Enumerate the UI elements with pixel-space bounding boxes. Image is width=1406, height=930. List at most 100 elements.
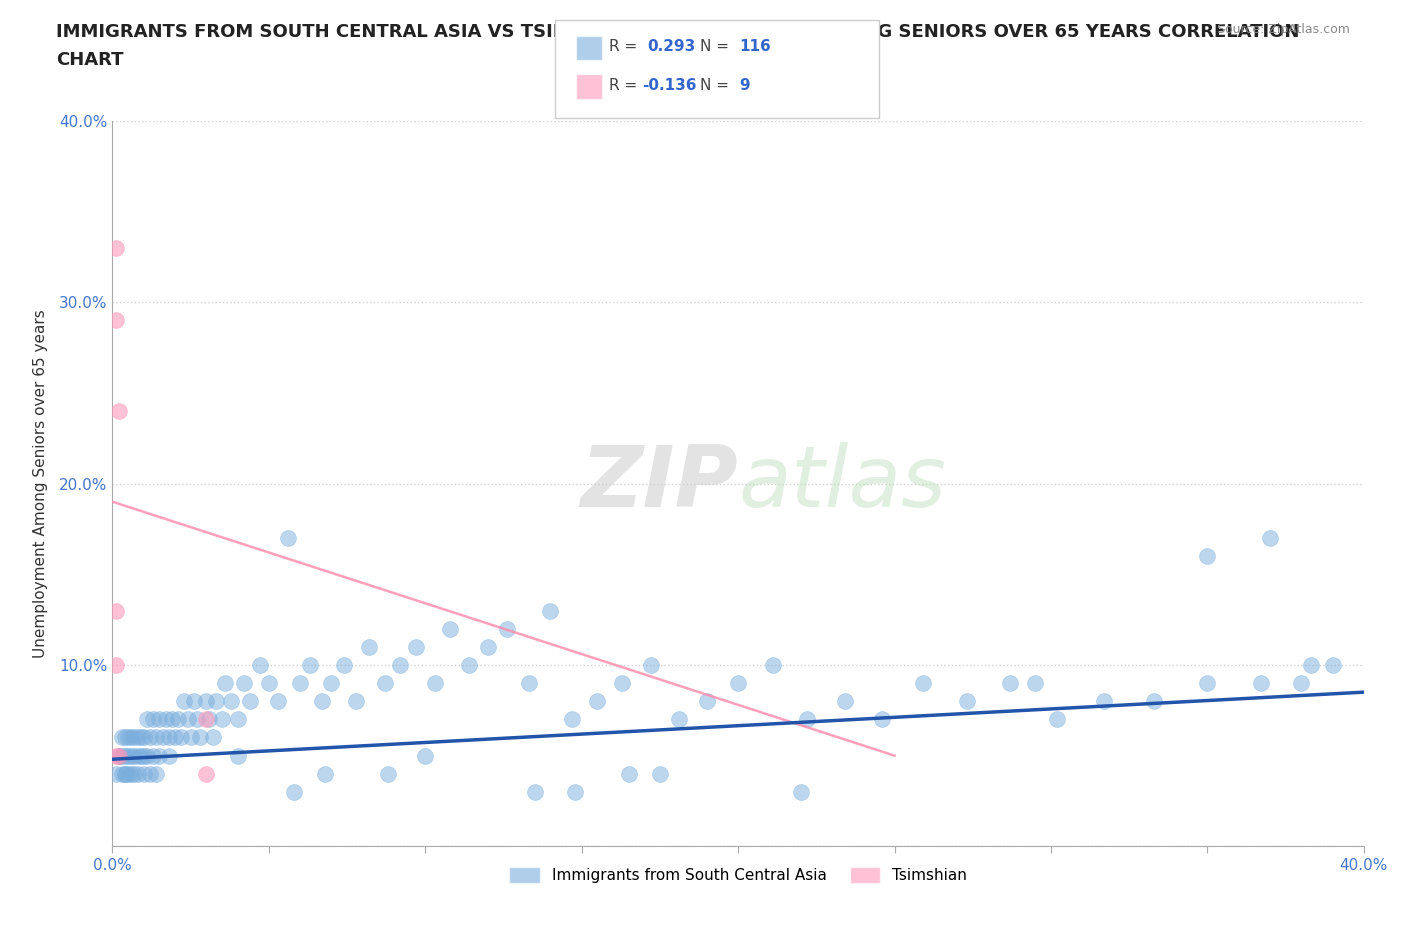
Point: [198, 712, 221, 727]
Point: [120, 748, 142, 763]
Point: [135, 712, 157, 727]
Point: [955, 694, 977, 709]
Point: [1250, 675, 1272, 690]
Point: [439, 621, 461, 636]
Point: [114, 748, 136, 763]
Point: [117, 766, 139, 781]
Point: [283, 785, 305, 800]
Point: [612, 675, 634, 690]
Point: [204, 694, 226, 709]
Point: [135, 748, 157, 763]
Point: [458, 658, 481, 672]
Point: [377, 766, 399, 781]
Point: [790, 785, 813, 800]
Point: [796, 712, 818, 727]
Point: [389, 658, 412, 672]
Point: [163, 730, 186, 745]
Point: [120, 730, 142, 745]
Point: [127, 766, 149, 781]
Point: [104, 748, 127, 763]
Point: [132, 766, 155, 781]
Point: [180, 730, 202, 745]
Point: [114, 730, 136, 745]
Point: [1024, 675, 1046, 690]
Point: [148, 748, 170, 763]
Point: [564, 785, 586, 800]
Point: [142, 712, 165, 727]
Point: [132, 748, 155, 763]
Point: [226, 712, 249, 727]
Point: [120, 766, 142, 781]
Point: [561, 712, 583, 727]
Point: [139, 766, 162, 781]
Point: [188, 730, 211, 745]
Point: [1322, 658, 1344, 672]
Text: CHART: CHART: [56, 51, 124, 69]
Point: [195, 694, 218, 709]
Point: [114, 766, 136, 781]
Point: [834, 694, 856, 709]
Point: [142, 748, 165, 763]
Point: [257, 675, 280, 690]
Point: [155, 712, 177, 727]
Point: [176, 712, 198, 727]
Text: 9: 9: [740, 78, 751, 93]
Point: [226, 748, 249, 763]
Point: [648, 766, 671, 781]
Point: [139, 730, 162, 745]
Point: [132, 730, 155, 745]
Text: R =: R =: [609, 39, 637, 54]
Point: [104, 658, 127, 672]
Point: [640, 658, 662, 672]
Point: [183, 694, 205, 709]
Point: [1197, 549, 1219, 564]
Point: [117, 730, 139, 745]
Point: [114, 766, 136, 781]
Point: [523, 785, 546, 800]
Point: [152, 730, 174, 745]
Point: [617, 766, 640, 781]
Point: [290, 675, 312, 690]
Point: [517, 675, 540, 690]
Point: [1197, 675, 1219, 690]
Point: [374, 675, 396, 690]
Point: [1143, 694, 1166, 709]
Point: [911, 675, 934, 690]
Point: [111, 748, 134, 763]
Text: -0.136: -0.136: [643, 78, 697, 93]
Point: [173, 694, 195, 709]
Point: [148, 712, 170, 727]
Point: [405, 640, 427, 655]
Point: [117, 748, 139, 763]
Point: [170, 730, 193, 745]
Point: [232, 675, 254, 690]
Point: [145, 766, 167, 781]
Point: [211, 712, 233, 727]
Point: [668, 712, 690, 727]
Point: [477, 640, 499, 655]
Point: [1291, 675, 1313, 690]
Legend: Immigrants from South Central Asia, Tsimshian: Immigrants from South Central Asia, Tsim…: [503, 861, 973, 889]
Point: [167, 712, 190, 727]
Point: [195, 766, 218, 781]
Text: 0.293: 0.293: [647, 39, 695, 54]
Point: [201, 730, 224, 745]
Text: N =: N =: [700, 78, 730, 93]
Point: [357, 640, 380, 655]
Point: [104, 766, 127, 781]
Text: N =: N =: [700, 39, 730, 54]
Point: [1299, 658, 1322, 672]
Point: [124, 730, 146, 745]
Point: [277, 530, 299, 545]
Point: [761, 658, 783, 672]
Point: [111, 766, 134, 781]
Point: [129, 730, 152, 745]
Point: [104, 241, 127, 256]
Point: [195, 712, 218, 727]
Point: [104, 313, 127, 328]
Text: IMMIGRANTS FROM SOUTH CENTRAL ASIA VS TSIMSHIAN UNEMPLOYMENT AMONG SENIORS OVER : IMMIGRANTS FROM SOUTH CENTRAL ASIA VS TS…: [56, 23, 1299, 41]
Point: [870, 712, 893, 727]
Point: [107, 748, 129, 763]
Point: [127, 730, 149, 745]
Point: [1046, 712, 1069, 727]
